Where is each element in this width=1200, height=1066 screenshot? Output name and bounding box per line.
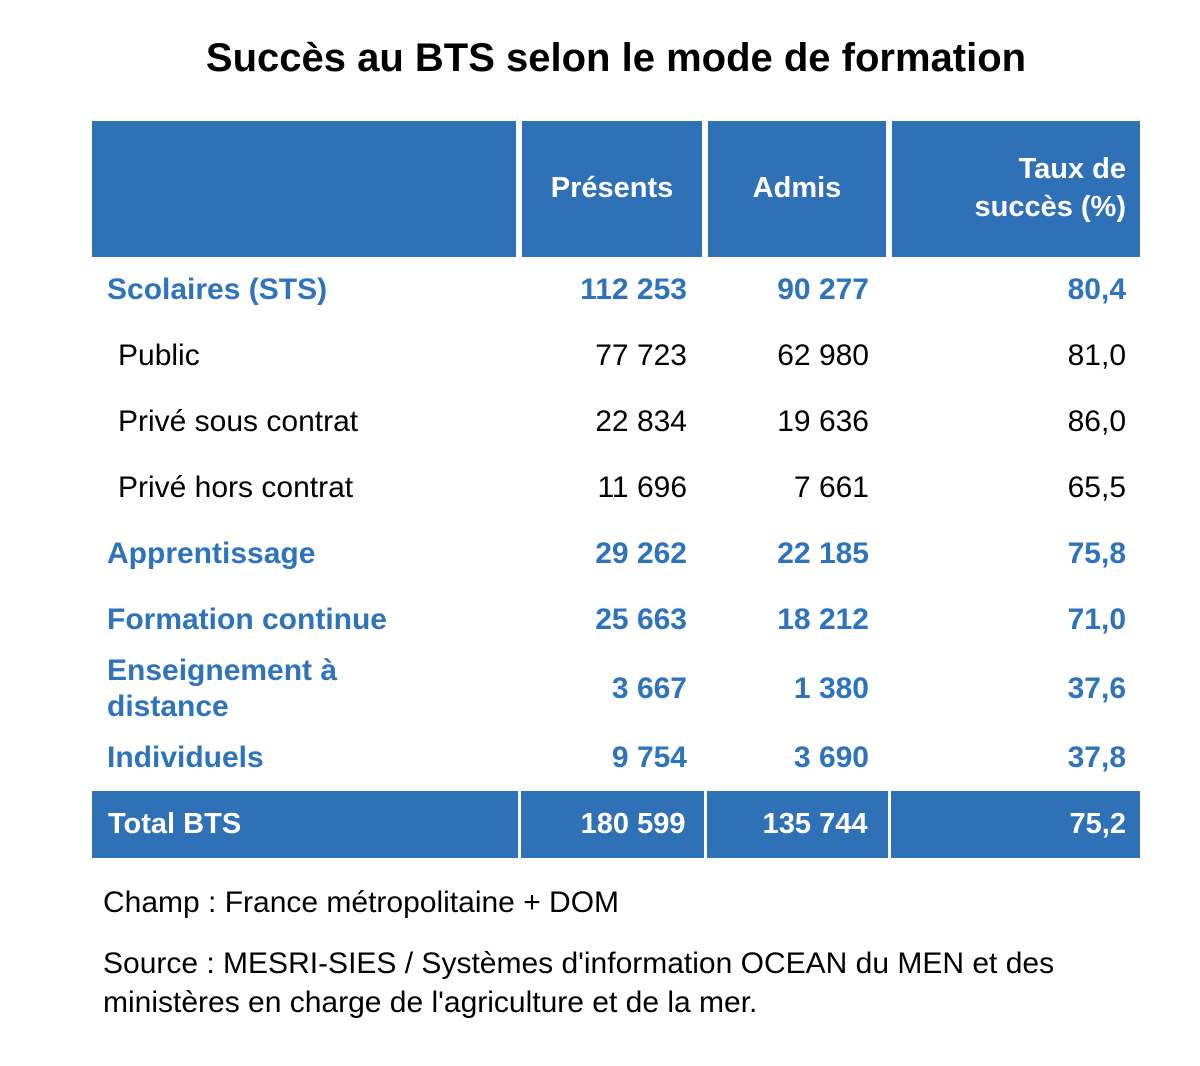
row-label-cell: Formation continue xyxy=(92,587,519,653)
row-label-cell: Privé sous contrat xyxy=(92,389,519,455)
total-taux-cell: 75,2 xyxy=(887,791,1140,858)
table-row: Privé sous contrat 22 834 19 636 86,0 xyxy=(92,389,1140,455)
row-admis-cell: 1 380 xyxy=(705,653,889,725)
row-presents-cell: 25 663 xyxy=(519,587,705,653)
row-taux-cell: 81,0 xyxy=(889,323,1140,389)
footnotes: Champ : France métropolitaine + DOM Sour… xyxy=(103,886,1200,1022)
table-container: Présents Admis Taux de succès (%) Scolai… xyxy=(92,121,1140,858)
total-label-cell: Total BTS xyxy=(92,791,519,858)
column-header-mode xyxy=(92,121,519,257)
table-row: Enseignement à distance 3 667 1 380 37,6 xyxy=(92,653,1140,725)
row-admis-cell: 19 636 xyxy=(705,389,889,455)
row-label-cell: Scolaires (STS) xyxy=(92,257,519,323)
row-admis-cell: 7 661 xyxy=(705,455,889,521)
row-presents-cell: 22 834 xyxy=(519,389,705,455)
row-presents-cell: 112 253 xyxy=(519,257,705,323)
table-row: Scolaires (STS) 112 253 90 277 80,4 xyxy=(92,257,1140,323)
row-presents-cell: 29 262 xyxy=(519,521,705,587)
table-header: Présents Admis Taux de succès (%) xyxy=(92,121,1140,257)
row-taux-cell: 37,6 xyxy=(889,653,1140,725)
row-taux-cell: 71,0 xyxy=(889,587,1140,653)
column-header-presents: Présents xyxy=(516,121,705,257)
row-taux-cell: 86,0 xyxy=(889,389,1140,455)
header-row: Présents Admis Taux de succès (%) xyxy=(92,121,1140,257)
total-admis-cell: 135 744 xyxy=(703,791,889,858)
table-row: Formation continue 25 663 18 212 71,0 xyxy=(92,587,1140,653)
row-taux-cell: 75,8 xyxy=(889,521,1140,587)
row-admis-cell: 62 980 xyxy=(705,323,889,389)
row-presents-cell: 77 723 xyxy=(519,323,705,389)
source-note: Source : MESRI-SIES / Systèmes d'informa… xyxy=(103,947,1055,1019)
row-label-cell: Privé hors contrat xyxy=(92,455,519,521)
row-admis-cell: 22 185 xyxy=(705,521,889,587)
table-row: Public 77 723 62 980 81,0 xyxy=(92,323,1140,389)
row-admis-cell: 3 690 xyxy=(705,725,889,791)
row-label-cell: Apprentissage xyxy=(92,521,519,587)
row-label-cell: Public xyxy=(92,323,519,389)
column-header-taux-de-succes: Taux de succès (%) xyxy=(886,121,1140,257)
row-admis-cell: 90 277 xyxy=(705,257,889,323)
table-footer: Total BTS 180 599 135 744 75,2 xyxy=(92,791,1140,858)
table-row: Privé hors contrat 11 696 7 661 65,5 xyxy=(92,455,1140,521)
row-presents-cell: 9 754 xyxy=(519,725,705,791)
row-label-cell: Enseignement à distance xyxy=(92,653,519,725)
row-taux-cell: 80,4 xyxy=(889,257,1140,323)
table-body: Scolaires (STS) 112 253 90 277 80,4 Publ… xyxy=(92,257,1140,791)
table-row: Apprentissage 29 262 22 185 75,8 xyxy=(92,521,1140,587)
table-row: Individuels 9 754 3 690 37,8 xyxy=(92,725,1140,791)
champ-note: Champ : France métropolitaine + DOM xyxy=(103,886,620,919)
row-label-cell: Individuels xyxy=(92,725,519,791)
total-presents-cell: 180 599 xyxy=(517,791,705,858)
row-taux-cell: 37,8 xyxy=(889,725,1140,791)
bts-results-table: Présents Admis Taux de succès (%) Scolai… xyxy=(92,121,1140,858)
row-presents-cell: 3 667 xyxy=(519,653,705,725)
row-admis-cell: 18 212 xyxy=(705,587,889,653)
page-title: Succès au BTS selon le mode de formation xyxy=(205,36,1027,80)
total-row: Total BTS 180 599 135 744 75,2 xyxy=(92,791,1140,858)
column-header-admis: Admis xyxy=(702,121,889,257)
row-presents-cell: 11 696 xyxy=(519,455,705,521)
row-taux-cell: 65,5 xyxy=(889,455,1140,521)
